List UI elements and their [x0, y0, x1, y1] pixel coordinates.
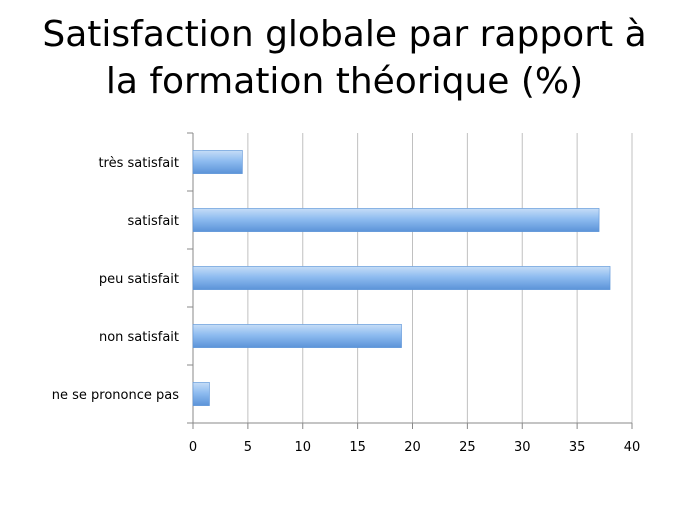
bar: [192, 266, 611, 290]
category-labels: très satisfait satisfait peu satisfait non …: [52, 156, 179, 403]
x-tick-label: 0: [189, 440, 197, 455]
x-tick-label: 30: [514, 440, 531, 455]
category-label: non satisfait: [99, 330, 179, 345]
x-tick-label: 5: [244, 440, 252, 455]
chart-title-line-2: la formation théorique (%): [105, 60, 584, 102]
bars: [192, 150, 611, 406]
category-label: ne se prononce pas: [52, 388, 179, 403]
chart-title: Satisfaction globale par rapport à la fo…: [0, 12, 689, 106]
x-tick-label: 35: [569, 440, 586, 455]
bar: [192, 324, 402, 348]
x-tick-label: 20: [404, 440, 421, 455]
category-label: peu satisfait: [99, 272, 179, 287]
x-tick-labels: 0 5 10 15 20 25 30 35 40: [189, 440, 640, 455]
bar: [192, 150, 243, 174]
category-label: très satisfait: [98, 156, 179, 171]
x-tick-label: 40: [624, 440, 641, 455]
category-label: satisfait: [128, 214, 179, 229]
x-tick-label: 15: [349, 440, 366, 455]
chart-title-line-1: Satisfaction globale par rapport à: [42, 14, 647, 55]
bar: [192, 208, 600, 232]
bar: [192, 382, 210, 406]
x-tick-label: 25: [459, 440, 476, 455]
x-tick-label: 10: [294, 440, 311, 455]
